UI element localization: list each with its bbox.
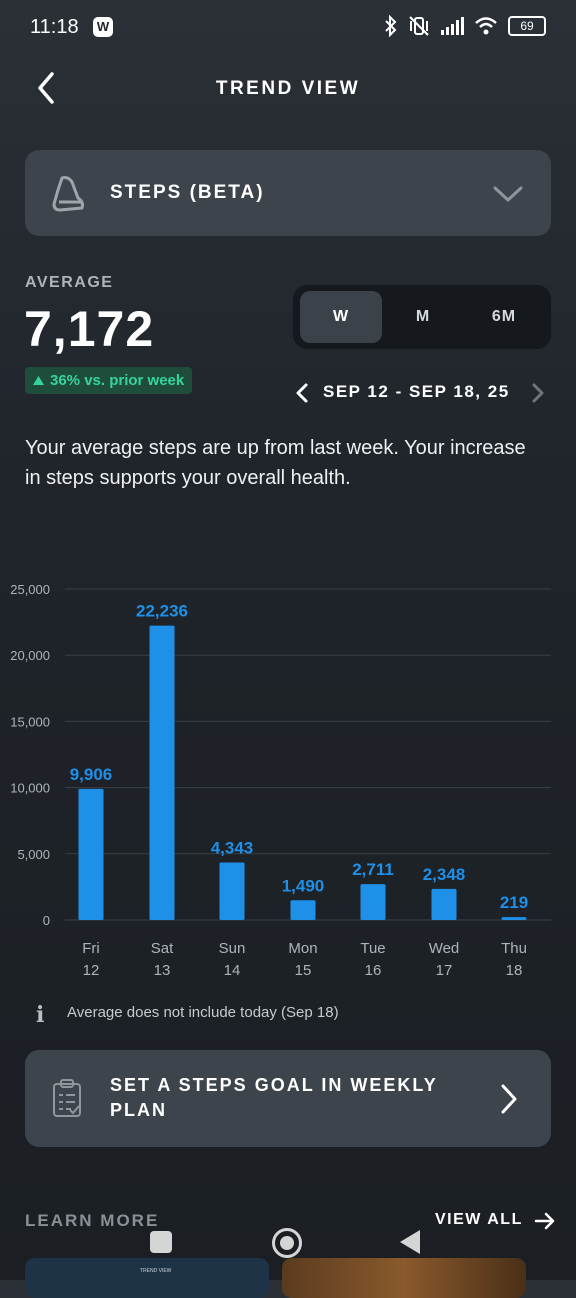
- info-icon: i: [36, 1002, 45, 1028]
- bar: [149, 625, 175, 920]
- chevron-right-icon: [501, 1084, 517, 1114]
- change-badge: 36% vs. prior week: [25, 367, 193, 394]
- x-tick-day: Sun: [219, 940, 246, 957]
- date-range: SEP 12 - SEP 18, 25: [323, 382, 510, 401]
- y-tick-label: 20,000: [10, 648, 50, 663]
- signal-icon: [441, 17, 464, 35]
- bar: [78, 788, 104, 920]
- period-month-button[interactable]: M: [415, 308, 431, 325]
- x-tick-date: 17: [436, 962, 453, 979]
- bluetooth-icon: [385, 15, 397, 37]
- x-tick-date: 12: [83, 962, 100, 979]
- bar: [290, 900, 316, 920]
- x-tick-date: 14: [224, 962, 241, 979]
- set-goal-label: SET A STEPS GOAL IN WEEKLY PLAN: [110, 1075, 438, 1120]
- learn-more-heading: LEARN MORE: [25, 1211, 160, 1230]
- wifi-icon: [475, 17, 497, 35]
- status-time: 11:18: [30, 16, 79, 38]
- change-text: 36% vs. prior week: [50, 372, 185, 389]
- y-tick-label: 0: [43, 913, 50, 928]
- y-tick-label: 15,000: [10, 714, 50, 729]
- average-label: AVERAGE: [25, 274, 114, 291]
- learn-more-card-2[interactable]: [282, 1258, 526, 1298]
- back-button[interactable]: [30, 68, 66, 108]
- x-tick-date: 16: [365, 962, 382, 979]
- up-triangle-icon: [33, 376, 44, 385]
- learn-more-card-1[interactable]: TREND VIEW: [25, 1258, 269, 1298]
- x-tick-day: Tue: [360, 940, 385, 957]
- home-button[interactable]: [272, 1228, 302, 1258]
- period-6month-button[interactable]: 6M: [491, 308, 517, 325]
- average-value: 7,172: [24, 301, 155, 357]
- bar: [501, 917, 527, 920]
- view-all-link[interactable]: VIEW ALL: [435, 1211, 523, 1228]
- x-tick-date: 15: [295, 962, 312, 979]
- y-tick-label: 5,000: [17, 847, 50, 862]
- data-label: 4,343: [211, 838, 254, 857]
- clipboard-icon: [53, 1079, 81, 1117]
- x-tick-date: 18: [506, 962, 523, 979]
- x-tick-day: Thu: [501, 940, 527, 957]
- data-label: 2,348: [423, 865, 466, 884]
- chevron-down-icon: [493, 186, 523, 202]
- arrow-right-icon[interactable]: [534, 1211, 556, 1231]
- period-toggle: W M 6M: [293, 285, 551, 349]
- metric-dropdown[interactable]: [25, 150, 551, 236]
- average-note: Average does not include today (Sep 18): [67, 1004, 339, 1021]
- data-label: 22,236: [136, 602, 188, 621]
- thumb-caption: TREND VIEW: [140, 1268, 172, 1274]
- status-icons: 69: [384, 15, 546, 37]
- y-tick-label: 10,000: [10, 781, 50, 796]
- x-tick-day: Fri: [82, 940, 100, 957]
- system-back-button[interactable]: [398, 1229, 422, 1255]
- shoe-icon: [52, 176, 84, 212]
- x-tick-day: Mon: [288, 940, 317, 957]
- vibrate-off-icon: [409, 16, 429, 36]
- x-tick-day: Sat: [151, 940, 174, 957]
- data-label: 2,711: [352, 860, 394, 879]
- bar: [431, 888, 457, 920]
- metric-label: STEPS (BETA): [110, 182, 265, 203]
- recent-apps-button[interactable]: [150, 1231, 172, 1253]
- bar: [219, 862, 245, 920]
- trend-description: Your average steps are up from last week…: [25, 437, 526, 489]
- data-label: 1,490: [282, 876, 325, 895]
- next-week-button[interactable]: [530, 382, 546, 404]
- data-label: 9,906: [70, 765, 113, 784]
- page-title: TREND VIEW: [215, 78, 361, 99]
- data-label: 219: [500, 893, 528, 912]
- x-tick-date: 13: [154, 962, 171, 979]
- period-week-button[interactable]: W: [300, 291, 382, 343]
- bar: [360, 884, 386, 920]
- y-tick-label: 25,000: [10, 582, 50, 597]
- set-goal-card[interactable]: [25, 1050, 551, 1147]
- steps-bar-chart: 0 5,000 10,000 15,000 20,000 25,000 9,906 Fri 12…: [10, 582, 551, 979]
- app-notification-icon: W: [93, 17, 113, 37]
- battery-icon: 69: [508, 16, 546, 36]
- x-tick-day: Wed: [429, 940, 460, 957]
- previous-week-button[interactable]: [294, 382, 310, 404]
